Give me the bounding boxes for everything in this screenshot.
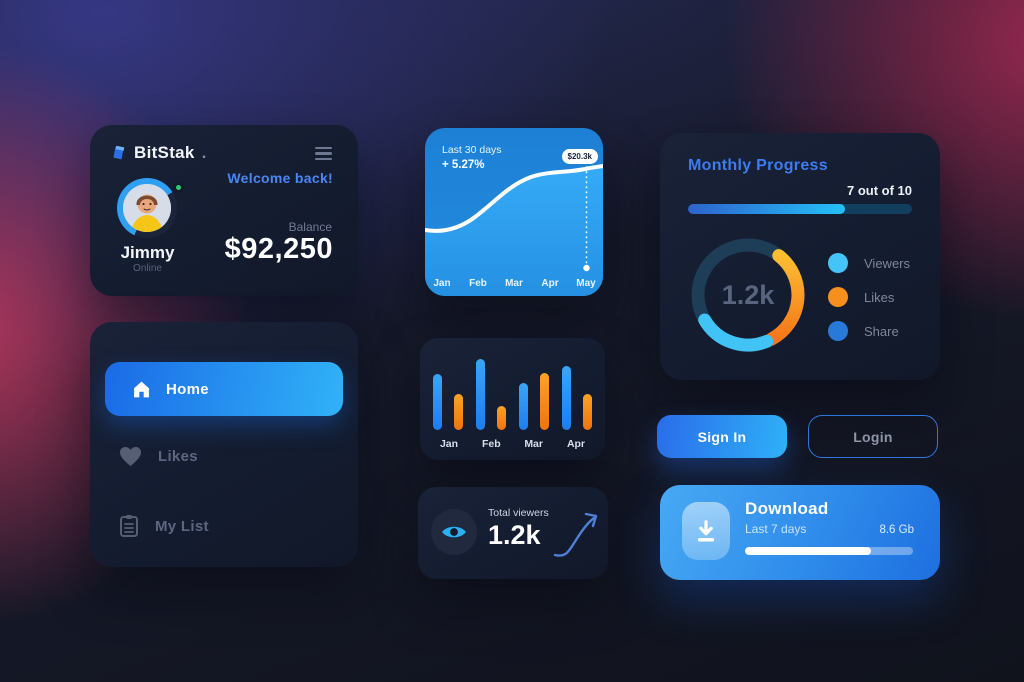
download-title: Download — [745, 499, 829, 518]
hamburger-menu-icon[interactable] — [315, 147, 332, 161]
download-subtitle: Last 7 days — [745, 522, 807, 536]
sign-in-button[interactable]: Sign In — [657, 415, 787, 458]
login-button[interactable]: Login — [808, 415, 938, 458]
bar-jan-secondary — [454, 394, 464, 430]
bar-chart-card: Jan Feb Mar Apr — [420, 338, 605, 460]
monthly-progress-card: Monthly Progress 7 out of 10 1.2k Viewer… — [660, 133, 940, 380]
monthly-progress-fill — [688, 204, 845, 214]
download-progress-bar — [745, 547, 913, 555]
donut-center-value: 1.2k — [721, 279, 775, 310]
chart-peak-badge: $20.3k — [561, 149, 598, 164]
user-status: Online — [133, 263, 162, 274]
bar-feb-primary — [475, 359, 485, 430]
sidebar-item-mylist[interactable]: My List — [119, 514, 209, 538]
likes-dot-icon — [828, 287, 848, 307]
x-tick-mar: Mar — [505, 278, 523, 289]
sidebar-item-home-label: Home — [166, 380, 209, 398]
sidebar-item-likes-label: Likes — [158, 448, 198, 465]
brand-dot: . — [201, 143, 207, 162]
account-card: BitStak. Welcome back! Jimmy Online Bala… — [90, 125, 358, 296]
total-viewers-label: Total viewers — [488, 507, 549, 519]
bar-chart-bars — [420, 338, 605, 430]
heart-icon — [120, 446, 141, 467]
balance-label: Balance — [288, 220, 332, 234]
legend-label-share: Share — [864, 323, 899, 339]
area-chart — [425, 161, 603, 296]
download-icon-tile — [682, 502, 730, 560]
x-tick-feb: Feb — [469, 278, 487, 289]
brand-logo: BitStak. — [110, 143, 206, 163]
chart-trend-value: + 5.27% — [442, 159, 485, 171]
monthly-progress-bar — [688, 204, 912, 214]
bar-mar-secondary — [540, 373, 550, 430]
x-tick-may: May — [576, 278, 596, 289]
bar-label-mar: Mar — [524, 438, 543, 450]
legend-item-share: Share — [828, 321, 910, 341]
trend-up-arrow-icon — [553, 512, 598, 557]
sidebar-item-mylist-label: My List — [155, 517, 209, 535]
bar-label-apr: Apr — [566, 438, 586, 450]
nav-card: Home Likes My List — [90, 322, 358, 567]
x-tick-jan: Jan — [433, 278, 451, 289]
bar-jan-primary — [433, 374, 442, 430]
chart-x-axis: Jan Feb Mar Apr May — [427, 278, 601, 289]
total-viewers-value: 1.2k — [488, 520, 541, 550]
chart-period-label: Last 30 days — [442, 144, 502, 156]
brand-name: BitStak — [134, 143, 195, 162]
monthly-progress-title: Monthly Progress — [688, 157, 828, 174]
balance-value: $92,250 — [224, 233, 333, 265]
bar-chart-labels: Jan Feb Mar Apr — [420, 438, 605, 450]
online-status-dot — [173, 182, 184, 193]
bar-feb-secondary — [497, 406, 507, 430]
home-icon — [134, 381, 149, 397]
donut-chart — [691, 238, 805, 352]
eye-icon-circle — [431, 509, 477, 555]
bar-label-feb: Feb — [481, 438, 501, 450]
list-icon — [120, 515, 138, 537]
bar-apr-primary — [561, 366, 571, 430]
sidebar-item-likes[interactable]: Likes — [119, 446, 198, 467]
line-chart-card: Last 30 days + 5.27% $20.3k Jan Feb Mar … — [425, 128, 603, 296]
x-tick-apr: Apr — [541, 278, 559, 289]
sidebar-item-home[interactable]: Home — [105, 362, 343, 416]
total-viewers-card: Total viewers 1.2k — [418, 487, 608, 579]
eye-icon — [442, 526, 466, 538]
avatar[interactable] — [117, 178, 177, 238]
user-name: Jimmy — [120, 243, 175, 262]
legend-item-likes: Likes — [828, 287, 910, 307]
share-dot-icon — [828, 321, 848, 341]
bar-apr-secondary — [582, 394, 592, 430]
welcome-text: Welcome back! — [227, 170, 333, 186]
avatar-image — [123, 184, 171, 232]
legend-label-likes: Likes — [864, 289, 895, 305]
bitstak-logo-icon — [113, 145, 125, 160]
progress-count-label: 7 out of 10 — [846, 183, 912, 198]
download-progress-fill — [745, 547, 871, 555]
sign-in-label: Sign In — [697, 428, 747, 445]
download-card[interactable]: Download Last 7 days 8.6 Gb — [660, 485, 940, 580]
bar-label-jan: Jan — [439, 438, 459, 450]
download-icon — [697, 520, 715, 542]
donut-legend: Viewers Likes Share — [828, 253, 910, 341]
bar-mar-primary — [518, 383, 528, 430]
download-size: 8.6 Gb — [879, 524, 914, 536]
legend-label-viewers: Viewers — [864, 255, 911, 271]
login-label: Login — [853, 428, 893, 445]
legend-item-viewers: Viewers — [828, 253, 910, 273]
viewers-dot-icon — [828, 253, 848, 273]
